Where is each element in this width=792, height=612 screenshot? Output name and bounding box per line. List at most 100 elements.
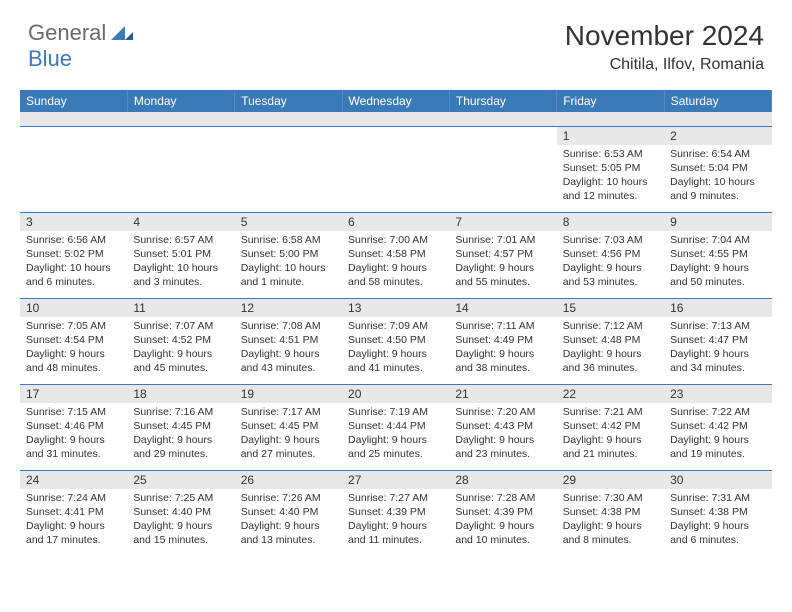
daylight-text: Daylight: 10 hours and 6 minutes.	[26, 261, 121, 289]
calendar-day-cell: 8Sunrise: 7:03 AMSunset: 4:56 PMDaylight…	[557, 212, 664, 298]
calendar-day-cell: 21Sunrise: 7:20 AMSunset: 4:43 PMDayligh…	[449, 384, 556, 470]
sunrise-text: Sunrise: 7:12 AM	[563, 319, 658, 333]
day-details: Sunrise: 7:17 AMSunset: 4:45 PMDaylight:…	[235, 403, 342, 464]
calendar-header-cell: Tuesday	[235, 90, 342, 112]
day-details: Sunrise: 7:27 AMSunset: 4:39 PMDaylight:…	[342, 489, 449, 550]
sunrise-text: Sunrise: 7:28 AM	[455, 491, 550, 505]
calendar-day-cell: 20Sunrise: 7:19 AMSunset: 4:44 PMDayligh…	[342, 384, 449, 470]
daylight-text: Daylight: 9 hours and 23 minutes.	[455, 433, 550, 461]
sunset-text: Sunset: 4:39 PM	[455, 505, 550, 519]
sunset-text: Sunset: 4:47 PM	[670, 333, 765, 347]
sunset-text: Sunset: 4:42 PM	[563, 419, 658, 433]
day-details: Sunrise: 6:53 AMSunset: 5:05 PMDaylight:…	[557, 145, 664, 206]
sunset-text: Sunset: 4:45 PM	[133, 419, 228, 433]
day-number: 14	[449, 299, 556, 317]
day-number: 2	[664, 127, 771, 145]
sunrise-text: Sunrise: 7:31 AM	[670, 491, 765, 505]
sunset-text: Sunset: 4:44 PM	[348, 419, 443, 433]
calendar-day-cell: 13Sunrise: 7:09 AMSunset: 4:50 PMDayligh…	[342, 298, 449, 384]
day-number: 11	[127, 299, 234, 317]
day-number: 23	[664, 385, 771, 403]
calendar-header-cell: Monday	[127, 90, 234, 112]
day-details: Sunrise: 7:16 AMSunset: 4:45 PMDaylight:…	[127, 403, 234, 464]
day-number: 10	[20, 299, 127, 317]
day-number: 8	[557, 213, 664, 231]
sunrise-text: Sunrise: 6:57 AM	[133, 233, 228, 247]
calendar-day-cell: 19Sunrise: 7:17 AMSunset: 4:45 PMDayligh…	[235, 384, 342, 470]
sunset-text: Sunset: 4:54 PM	[26, 333, 121, 347]
calendar-day-cell: 12Sunrise: 7:08 AMSunset: 4:51 PMDayligh…	[235, 298, 342, 384]
daylight-text: Daylight: 10 hours and 9 minutes.	[670, 175, 765, 203]
day-details: Sunrise: 7:07 AMSunset: 4:52 PMDaylight:…	[127, 317, 234, 378]
day-details: Sunrise: 6:56 AMSunset: 5:02 PMDaylight:…	[20, 231, 127, 292]
day-details: Sunrise: 7:25 AMSunset: 4:40 PMDaylight:…	[127, 489, 234, 550]
sunset-text: Sunset: 4:46 PM	[26, 419, 121, 433]
day-details: Sunrise: 7:05 AMSunset: 4:54 PMDaylight:…	[20, 317, 127, 378]
daylight-text: Daylight: 9 hours and 13 minutes.	[241, 519, 336, 547]
day-details: Sunrise: 6:57 AMSunset: 5:01 PMDaylight:…	[127, 231, 234, 292]
sunrise-text: Sunrise: 7:07 AM	[133, 319, 228, 333]
daylight-text: Daylight: 9 hours and 29 minutes.	[133, 433, 228, 461]
daylight-text: Daylight: 9 hours and 38 minutes.	[455, 347, 550, 375]
calendar-day-cell: ..	[449, 126, 556, 212]
day-number: 15	[557, 299, 664, 317]
daylight-text: Daylight: 9 hours and 41 minutes.	[348, 347, 443, 375]
calendar-day-cell: ..	[342, 126, 449, 212]
calendar-week-row: 3Sunrise: 6:56 AMSunset: 5:02 PMDaylight…	[20, 212, 772, 298]
calendar-day-cell: 7Sunrise: 7:01 AMSunset: 4:57 PMDaylight…	[449, 212, 556, 298]
sunset-text: Sunset: 4:55 PM	[670, 247, 765, 261]
day-details: Sunrise: 6:58 AMSunset: 5:00 PMDaylight:…	[235, 231, 342, 292]
calendar-header-cell: Wednesday	[342, 90, 449, 112]
sunrise-text: Sunrise: 7:01 AM	[455, 233, 550, 247]
day-details: Sunrise: 7:28 AMSunset: 4:39 PMDaylight:…	[449, 489, 556, 550]
day-number: 1	[557, 127, 664, 145]
day-number: 6	[342, 213, 449, 231]
sunrise-text: Sunrise: 7:08 AM	[241, 319, 336, 333]
calendar-week-row: 17Sunrise: 7:15 AMSunset: 4:46 PMDayligh…	[20, 384, 772, 470]
day-number: 26	[235, 471, 342, 489]
calendar-week-row: ..........1Sunrise: 6:53 AMSunset: 5:05 …	[20, 126, 772, 212]
calendar-day-cell: 24Sunrise: 7:24 AMSunset: 4:41 PMDayligh…	[20, 470, 127, 556]
daylight-text: Daylight: 9 hours and 8 minutes.	[563, 519, 658, 547]
daylight-text: Daylight: 9 hours and 53 minutes.	[563, 261, 658, 289]
calendar-header-cell: Friday	[557, 90, 664, 112]
day-number: 28	[449, 471, 556, 489]
sunrise-text: Sunrise: 6:56 AM	[26, 233, 121, 247]
sunset-text: Sunset: 5:05 PM	[563, 161, 658, 175]
calendar-day-cell: 27Sunrise: 7:27 AMSunset: 4:39 PMDayligh…	[342, 470, 449, 556]
sunset-text: Sunset: 4:48 PM	[563, 333, 658, 347]
daylight-text: Daylight: 9 hours and 58 minutes.	[348, 261, 443, 289]
day-number: 16	[664, 299, 771, 317]
day-details: Sunrise: 7:01 AMSunset: 4:57 PMDaylight:…	[449, 231, 556, 292]
daylight-text: Daylight: 9 hours and 21 minutes.	[563, 433, 658, 461]
logo-shape-icon	[111, 27, 133, 44]
calendar-day-cell: ..	[235, 126, 342, 212]
daylight-text: Daylight: 9 hours and 19 minutes.	[670, 433, 765, 461]
daylight-text: Daylight: 9 hours and 11 minutes.	[348, 519, 443, 547]
calendar-day-cell: 5Sunrise: 6:58 AMSunset: 5:00 PMDaylight…	[235, 212, 342, 298]
day-details: Sunrise: 7:24 AMSunset: 4:41 PMDaylight:…	[20, 489, 127, 550]
day-number: 5	[235, 213, 342, 231]
day-details: Sunrise: 7:31 AMSunset: 4:38 PMDaylight:…	[664, 489, 771, 550]
daylight-text: Daylight: 9 hours and 45 minutes.	[133, 347, 228, 375]
daylight-text: Daylight: 9 hours and 50 minutes.	[670, 261, 765, 289]
sunset-text: Sunset: 4:40 PM	[241, 505, 336, 519]
sunrise-text: Sunrise: 7:05 AM	[26, 319, 121, 333]
calendar-spacer-row	[20, 112, 772, 126]
day-number: 3	[20, 213, 127, 231]
calendar-day-cell: 17Sunrise: 7:15 AMSunset: 4:46 PMDayligh…	[20, 384, 127, 470]
sunset-text: Sunset: 4:40 PM	[133, 505, 228, 519]
daylight-text: Daylight: 9 hours and 10 minutes.	[455, 519, 550, 547]
sunrise-text: Sunrise: 7:03 AM	[563, 233, 658, 247]
sunrise-text: Sunrise: 7:26 AM	[241, 491, 336, 505]
day-details: Sunrise: 7:00 AMSunset: 4:58 PMDaylight:…	[342, 231, 449, 292]
sunrise-text: Sunrise: 7:27 AM	[348, 491, 443, 505]
day-details: Sunrise: 7:20 AMSunset: 4:43 PMDaylight:…	[449, 403, 556, 464]
day-number: 12	[235, 299, 342, 317]
sunset-text: Sunset: 4:38 PM	[670, 505, 765, 519]
sunrise-text: Sunrise: 7:11 AM	[455, 319, 550, 333]
sunset-text: Sunset: 4:45 PM	[241, 419, 336, 433]
calendar-day-cell: 28Sunrise: 7:28 AMSunset: 4:39 PMDayligh…	[449, 470, 556, 556]
sunrise-text: Sunrise: 7:17 AM	[241, 405, 336, 419]
sunrise-text: Sunrise: 7:24 AM	[26, 491, 121, 505]
